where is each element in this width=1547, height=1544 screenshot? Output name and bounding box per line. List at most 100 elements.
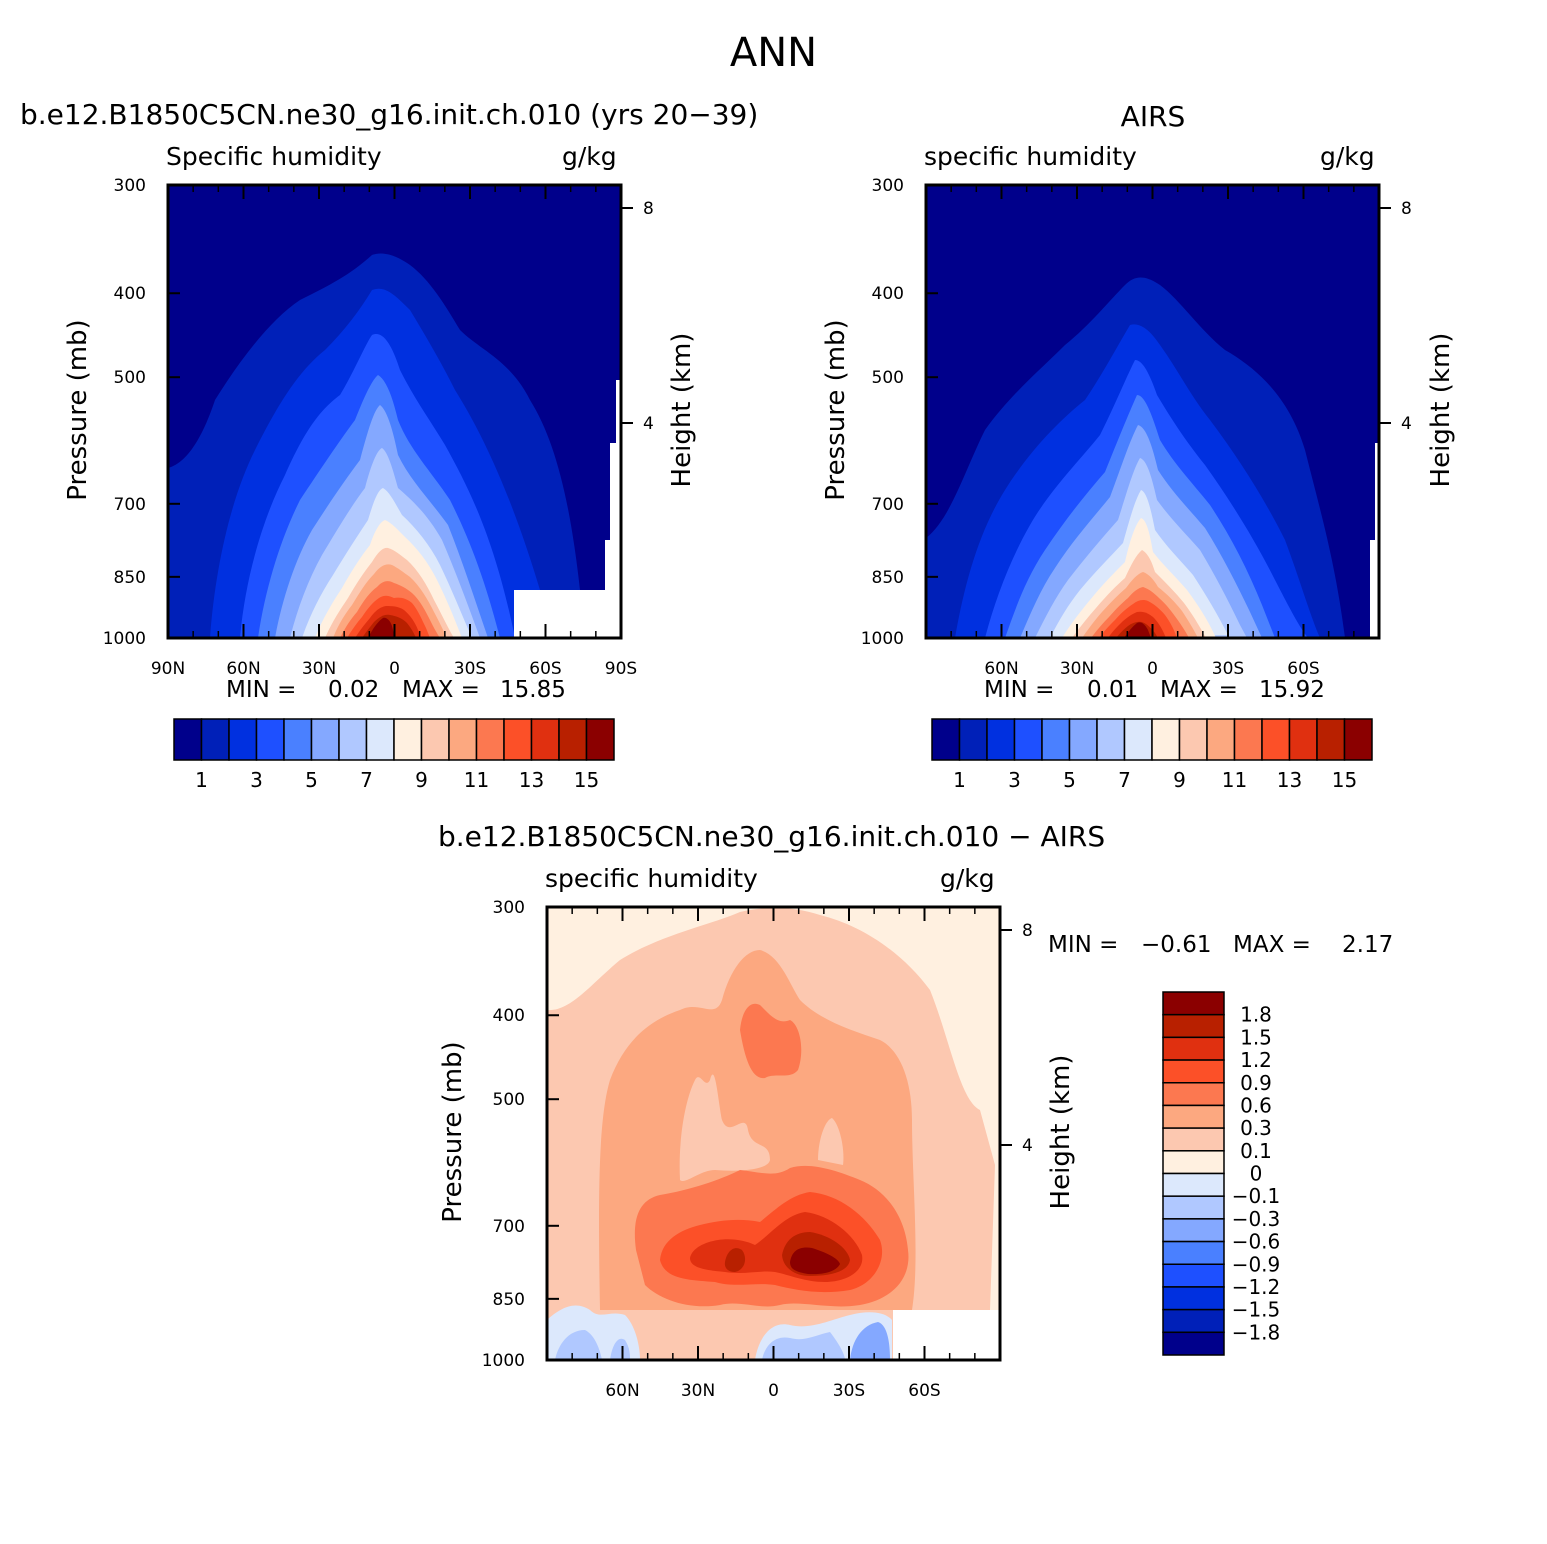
colorbar-swatch (1041, 718, 1071, 761)
lat-tick-label: 30S (454, 659, 486, 679)
colorbar-tick-label: 0.1 (1240, 1139, 1272, 1163)
colorbar-tick-label: 1.8 (1240, 1003, 1272, 1027)
colorbar-tick-label: 0.9 (1240, 1071, 1272, 1095)
obs-max-value: 15.92 (1259, 677, 1325, 703)
lat-tick-label: 0 (389, 659, 400, 679)
colorbar-tick-label: 13 (1277, 768, 1302, 792)
colorbar-tick-label: 13 (519, 768, 544, 792)
lat-tick-label: 0 (768, 1381, 779, 1401)
lat-tick-label: 60N (984, 659, 1018, 679)
colorbar-swatch (1316, 718, 1346, 761)
colorbar-swatch (1343, 718, 1373, 761)
colorbar-swatch (1162, 1195, 1225, 1220)
lat-tick-label: 60N (605, 1381, 639, 1401)
pressure-tick-label: 500 (872, 368, 904, 388)
lat-tick-label: 60N (226, 659, 260, 679)
model-colorbar: 1 3 5 7 9 11 13 15 (173, 718, 615, 792)
contour-band (610, 1338, 630, 1360)
colorbar-swatch (558, 718, 588, 761)
contour-band (368, 617, 395, 638)
obs-contour-field (926, 185, 1379, 638)
colorbar-swatch (1151, 718, 1181, 761)
pressure-tick-label: 300 (114, 176, 146, 196)
colorbar-swatch (1162, 1286, 1225, 1311)
colorbar-tick-label: 7 (1118, 768, 1131, 792)
model-max-label: MAX = (402, 677, 480, 703)
contour-band (850, 1322, 890, 1360)
pressure-tick-label: 700 (493, 1217, 525, 1237)
colorbar-swatch (1162, 1036, 1225, 1061)
colorbar-swatch (1162, 1104, 1225, 1129)
pressure-tick-label: 1000 (861, 629, 904, 649)
model-min-value: 0.02 (328, 677, 380, 703)
colorbar-tick-label: 5 (305, 768, 318, 792)
colorbar-swatch (530, 718, 560, 761)
colorbar-swatch (1206, 718, 1236, 761)
model-axes: 300 400 500 700 850 1000 8 4 90N 60N 30N 0 30S 60S 90S (103, 176, 654, 679)
colorbar-swatch (931, 718, 961, 761)
contour-band (555, 1330, 602, 1360)
colorbar-tick-label: 15 (574, 768, 599, 792)
diff-axes: 300 400 500 700 850 1000 8 4 60N 30N 0 30S 60S (482, 898, 1033, 1401)
pressure-tick-label: 1000 (482, 1351, 525, 1371)
pressure-tick-label: 400 (872, 284, 904, 304)
contour-band (818, 1118, 844, 1165)
lat-tick-label: 60S (1287, 659, 1319, 679)
colorbar-tick-label: 1.5 (1240, 1025, 1272, 1049)
colorbar-swatch (200, 718, 230, 761)
obs-min-value: 0.01 (1087, 677, 1139, 703)
diff-units-label: g/kg (940, 864, 995, 893)
topography-mask (616, 380, 621, 450)
colorbar-tick-label: 3 (1008, 768, 1021, 792)
topography-mask (1370, 540, 1379, 638)
colorbar-swatch (1288, 718, 1318, 761)
colorbar-tick-label: 0 (1250, 1162, 1263, 1186)
pressure-tick-label: 1000 (103, 629, 146, 649)
colorbar-swatch (1068, 718, 1098, 761)
obs-axes: 300 400 500 700 850 1000 8 4 60N 30N 0 30S 60S (861, 176, 1412, 679)
diff-max-label: MAX = (1233, 932, 1311, 958)
colorbar-swatch (393, 718, 423, 761)
colorbar-swatch (1162, 1331, 1225, 1356)
lat-tick-label: 30N (681, 1381, 715, 1401)
colorbar-tick-label: 11 (464, 768, 489, 792)
pressure-tick-label: 850 (493, 1290, 525, 1310)
topography-mask (610, 443, 621, 543)
model-contour-field (168, 185, 621, 638)
colorbar-swatch (1162, 1127, 1225, 1152)
colorbar-swatch (310, 718, 340, 761)
lat-tick-label: 30S (1212, 659, 1244, 679)
contour-band (679, 1074, 770, 1182)
obs-variable-label: specific humidity (924, 142, 1137, 171)
diff-panel-title: b.e12.B1850C5CN.ne30_g16.init.ch.010 − A… (438, 820, 1106, 853)
height-tick-label: 4 (1022, 1136, 1033, 1156)
colorbar-tick-label: 0.6 (1240, 1093, 1272, 1117)
contour-band (724, 1248, 746, 1272)
colorbar-swatch (255, 718, 285, 761)
height-tick-label: 8 (1401, 199, 1412, 219)
colorbar-tick-label: 9 (1173, 768, 1186, 792)
colorbar-swatch (986, 718, 1016, 761)
lat-tick-label: 30N (1060, 659, 1094, 679)
colorbar-swatch (1162, 1013, 1225, 1039)
contour-band (740, 1003, 802, 1079)
contour-band (690, 1337, 710, 1360)
colorbar-tick-label: −0.1 (1232, 1184, 1281, 1208)
colorbar-tick-label: 11 (1222, 768, 1247, 792)
topography-mask (514, 590, 621, 638)
pressure-tick-label: 400 (114, 284, 146, 304)
height-tick-label: 4 (1401, 414, 1412, 434)
colorbar-swatch (173, 718, 203, 761)
colorbar-tick-label: 9 (415, 768, 428, 792)
height-tick-label: 4 (643, 414, 654, 434)
lat-tick-label: 30N (302, 659, 336, 679)
topography-mask (605, 540, 621, 600)
pressure-tick-label: 850 (114, 568, 146, 588)
lat-tick-label: 90N (151, 659, 185, 679)
colorbar-swatch (1162, 1308, 1225, 1334)
obs-min-label: MIN = (984, 677, 1055, 703)
colorbar-swatch (1096, 718, 1126, 761)
colorbar-tick-label: 1 (195, 768, 208, 792)
diff-variable-label: specific humidity (545, 864, 758, 893)
